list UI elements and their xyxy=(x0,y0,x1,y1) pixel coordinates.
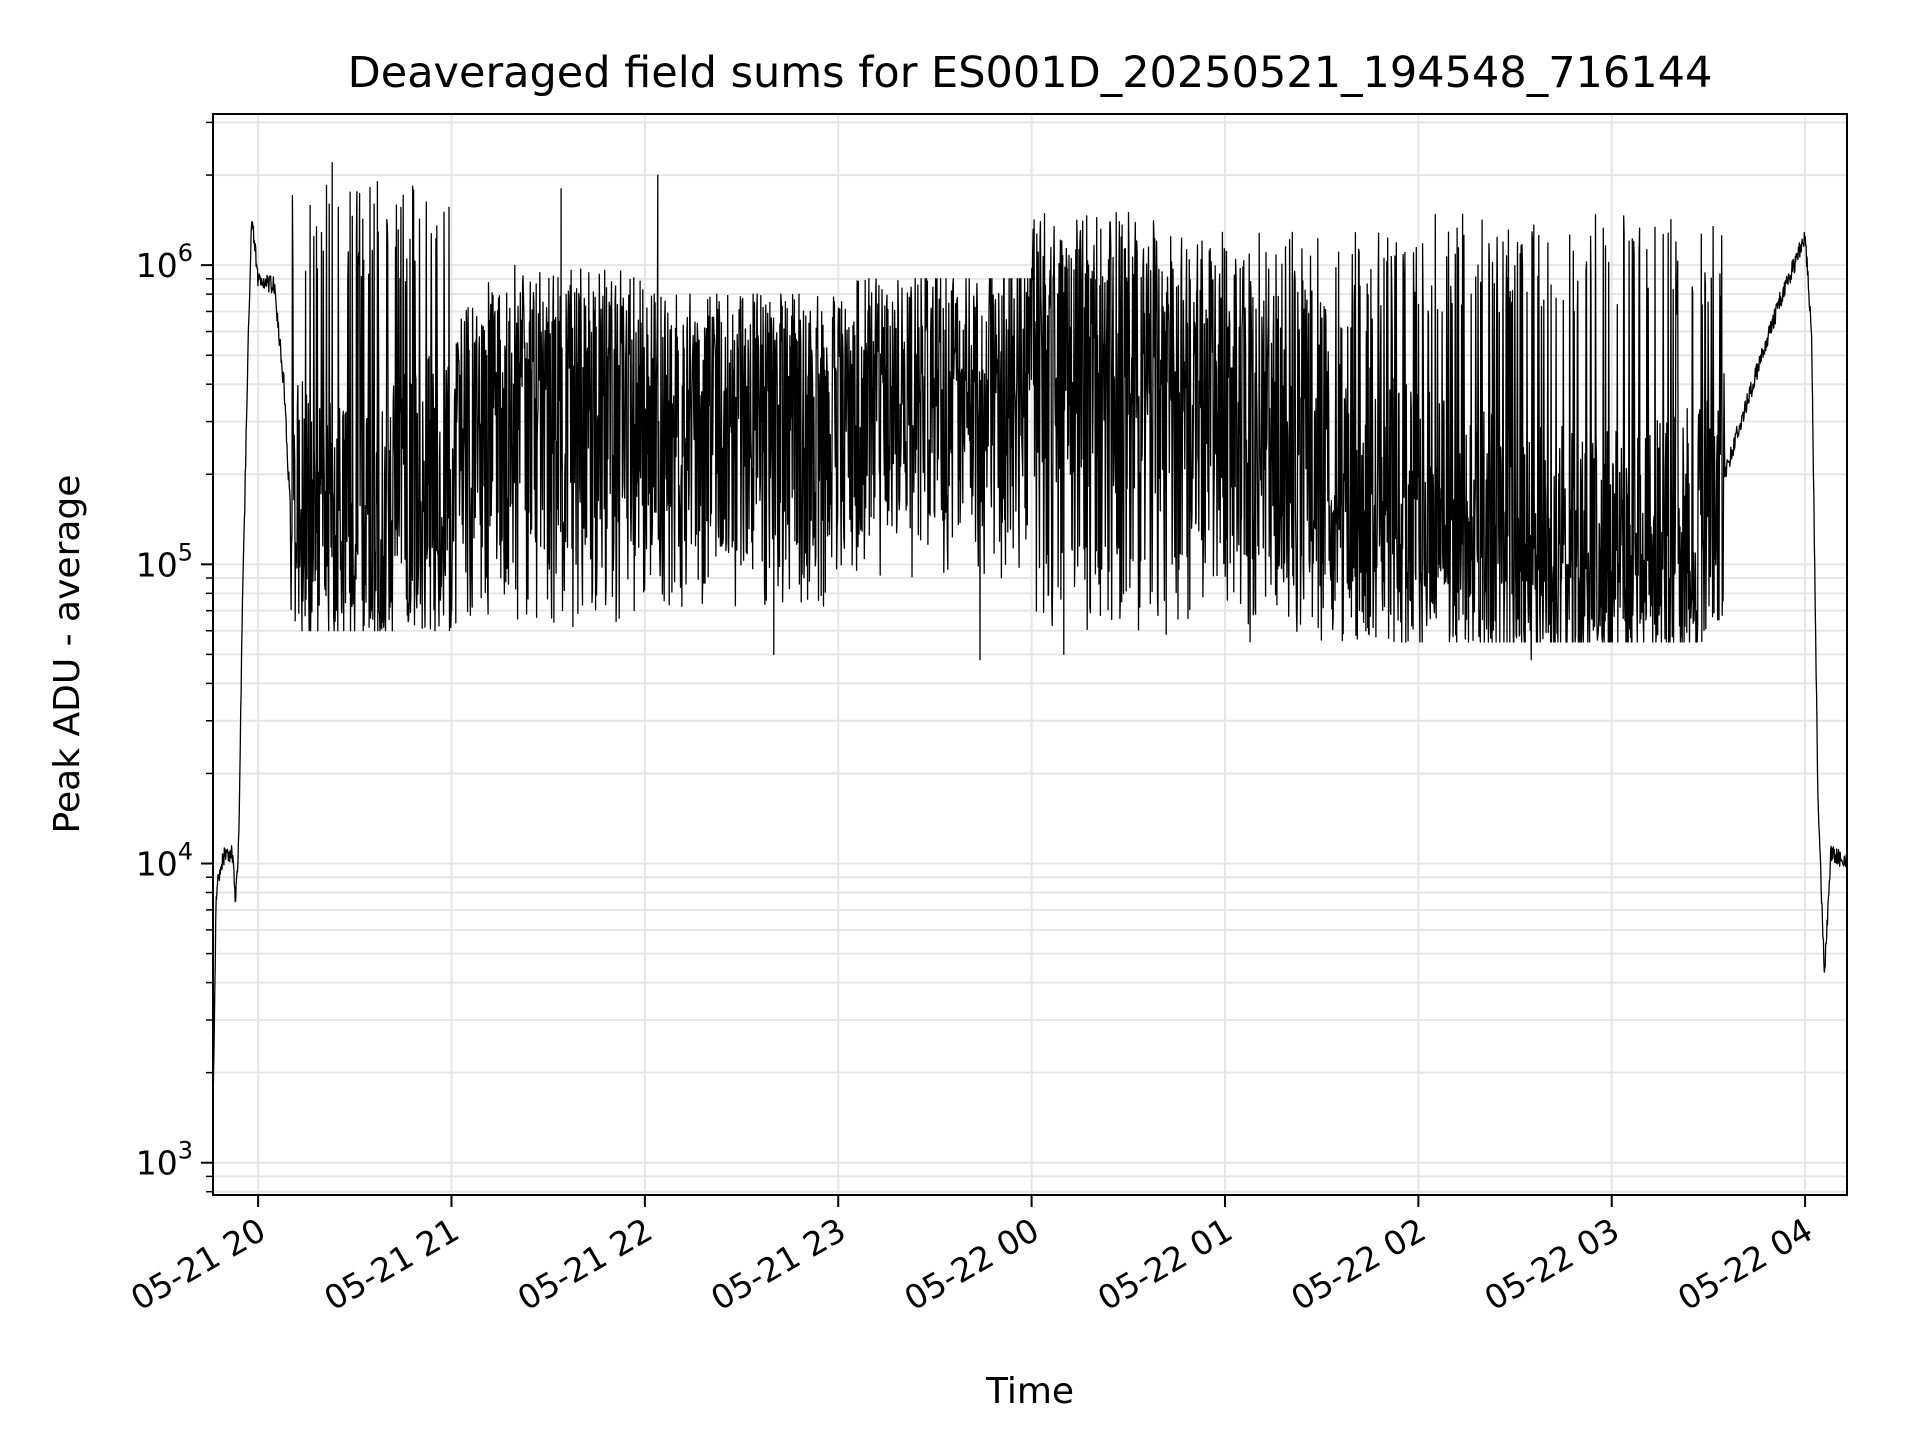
x-axis-label: Time xyxy=(985,1371,1074,1412)
series-line xyxy=(213,162,1847,1113)
y-tick-label: 105 xyxy=(136,538,193,584)
y-tick-label: 106 xyxy=(136,239,193,285)
y-axis-label: Peak ADU - average xyxy=(47,475,88,834)
series-group xyxy=(213,162,1847,1113)
y-tick-label: 103 xyxy=(136,1137,193,1183)
chart-title: Deaveraged field sums for ES001D_2025052… xyxy=(348,48,1713,98)
y-ticks: 103 104 105 106 xyxy=(136,121,213,1193)
y-tick-label: 104 xyxy=(136,838,193,884)
